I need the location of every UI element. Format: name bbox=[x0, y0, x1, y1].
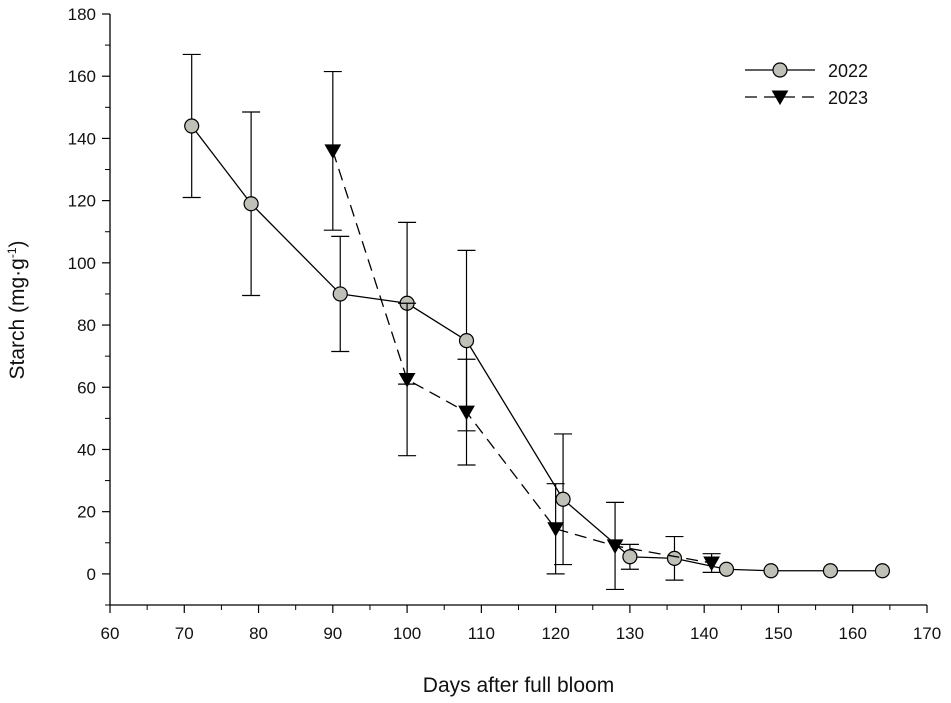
y-tick-label: 160 bbox=[68, 67, 96, 86]
x-tick-label: 90 bbox=[323, 624, 342, 643]
series-2023-point bbox=[324, 144, 342, 159]
legend-2023-marker bbox=[771, 90, 789, 106]
series-2022-point bbox=[666, 550, 683, 566]
series-2023-point bbox=[398, 372, 416, 388]
x-tick-label: 80 bbox=[249, 624, 268, 643]
x-tick-label: 170 bbox=[913, 624, 941, 643]
y-tick-label: 60 bbox=[77, 378, 96, 397]
series-2022-point bbox=[763, 563, 779, 579]
x-tick-label: 100 bbox=[393, 624, 421, 643]
series-2023-point bbox=[547, 522, 564, 537]
y-tick-label: 20 bbox=[77, 503, 96, 522]
series-2022-point bbox=[622, 549, 638, 565]
y-tick-label: 80 bbox=[77, 316, 96, 335]
series-2022-point bbox=[184, 118, 200, 134]
y-tick-label: 100 bbox=[68, 254, 96, 273]
series-2022-point bbox=[822, 563, 839, 579]
y-axis-title-close: ) bbox=[6, 240, 29, 247]
series-2023-point bbox=[458, 405, 475, 421]
series-2022-point bbox=[874, 563, 891, 579]
data-series bbox=[182, 53, 891, 591]
y-tick-label: 180 bbox=[68, 5, 96, 24]
y-axis-title: Starch (mg·g-1) bbox=[5, 240, 29, 379]
series-2022-point bbox=[458, 333, 475, 349]
x-tick-label: 150 bbox=[764, 624, 792, 643]
x-tick-label: 70 bbox=[175, 624, 194, 643]
x-tick-label: 130 bbox=[616, 624, 644, 643]
x-axis-title: Days after full bloom bbox=[423, 674, 614, 697]
series-2022-point bbox=[555, 491, 571, 507]
x-tick-label: 120 bbox=[541, 624, 569, 643]
y-axis-title-main: Starch (mg·g bbox=[6, 258, 29, 379]
y-tick-label: 120 bbox=[68, 192, 96, 211]
y-tick-label: 40 bbox=[77, 440, 96, 459]
x-tick-label: 60 bbox=[101, 624, 120, 643]
legend-2022-label: 2022 bbox=[828, 61, 868, 81]
series-2023-line bbox=[332, 150, 712, 564]
legend-2023-label: 2023 bbox=[828, 88, 868, 108]
legend-2022-marker bbox=[772, 62, 788, 78]
series-2022-point bbox=[332, 286, 348, 302]
legend: 2022 2023 bbox=[745, 61, 868, 108]
y-tick-label: 140 bbox=[68, 129, 96, 148]
series-2022-point bbox=[718, 561, 735, 577]
x-tick-label: 110 bbox=[468, 624, 495, 643]
series-2023-point bbox=[606, 539, 624, 555]
series-2022-point bbox=[243, 196, 259, 212]
series-2023-point bbox=[703, 556, 720, 572]
y-axis-title-sup: -1 bbox=[5, 247, 19, 258]
axis-ticks: 60 70 80 90 100 110 120 130 140 150 160 170 0 20 40 60 8… bbox=[68, 5, 942, 643]
series-2022-line bbox=[191, 125, 883, 572]
x-tick-label: 160 bbox=[839, 624, 867, 643]
x-tick-label: 140 bbox=[690, 624, 718, 643]
y-tick-label: 0 bbox=[87, 565, 96, 584]
